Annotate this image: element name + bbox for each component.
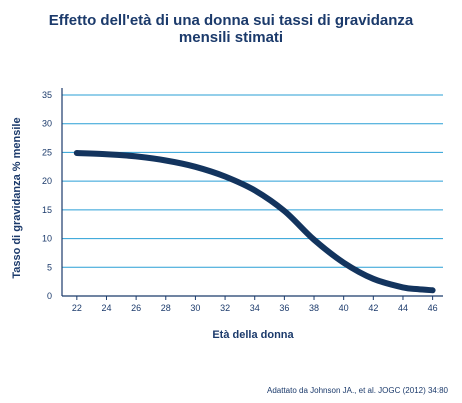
y-tick-labels: 0 5 10 15 20 25 30 35 xyxy=(42,90,52,301)
x-tick-label: 40 xyxy=(339,303,349,313)
x-tick-label: 36 xyxy=(279,303,289,313)
data-series xyxy=(73,150,436,294)
x-tick-label: 28 xyxy=(161,303,171,313)
y-tick-label: 5 xyxy=(47,262,52,272)
y-tick-label: 15 xyxy=(42,205,52,215)
y-tick-label: 20 xyxy=(42,176,52,186)
x-tick-label: 38 xyxy=(309,303,319,313)
y-tick-label: 0 xyxy=(47,291,52,301)
x-tick-label: 34 xyxy=(250,303,260,313)
x-tick-label: 32 xyxy=(220,303,230,313)
chart-title-line-1: Effetto dell'età di una donna sui tassi … xyxy=(48,12,414,29)
y-axis-label: Tasso di gravidanza % mensile xyxy=(11,117,23,278)
x-tick-labels: 22 24 26 28 30 32 34 36 38 40 42 44 46 xyxy=(72,303,438,313)
chart-title-line-2: mensili stimati xyxy=(178,29,284,46)
chart-title: Effetto dell'età di una donna sui tassi … xyxy=(0,12,462,46)
series-line xyxy=(73,150,436,294)
x-tick-label: 24 xyxy=(101,303,111,313)
source-note: Adattato da Johnson JA., et al. JOGC (20… xyxy=(267,386,448,395)
y-tick-label: 25 xyxy=(42,147,52,157)
x-tick-label: 22 xyxy=(72,303,82,313)
x-tick-label: 46 xyxy=(428,303,438,313)
x-axis-label: Età della donna xyxy=(212,329,294,341)
x-tick-label: 44 xyxy=(398,303,408,313)
y-tick-label: 10 xyxy=(42,234,52,244)
x-tick-label: 30 xyxy=(190,303,200,313)
axes xyxy=(61,88,443,300)
x-tick-label: 26 xyxy=(131,303,141,313)
y-tick-label: 35 xyxy=(42,90,52,100)
x-tick-label: 42 xyxy=(368,303,378,313)
y-tick-label: 30 xyxy=(42,119,52,129)
gridlines xyxy=(62,94,443,268)
